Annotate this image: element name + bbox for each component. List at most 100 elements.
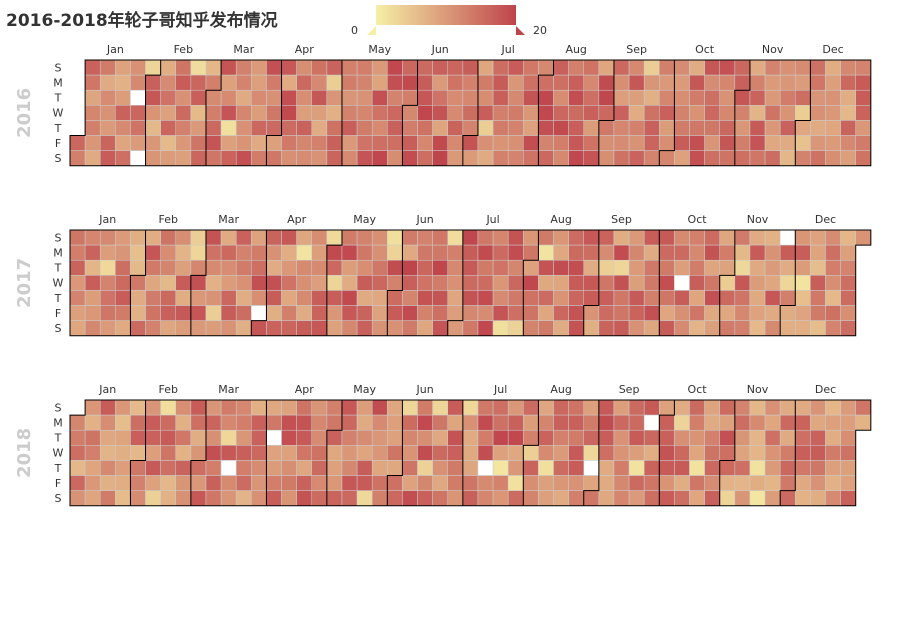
day-cell (810, 59, 826, 76)
day-cell (311, 429, 328, 446)
day-cell (160, 59, 177, 76)
day-cell (356, 229, 373, 246)
day-cell (553, 305, 569, 321)
day-cell (553, 135, 569, 151)
day-of-week-label: S (55, 322, 62, 335)
day-cell (281, 490, 297, 507)
day-of-week-label: T (54, 262, 62, 275)
day-cell (417, 399, 433, 416)
day-cell (387, 275, 403, 291)
day-cell (568, 135, 584, 151)
day-cell (568, 89, 584, 106)
day-cell (145, 399, 161, 416)
day-cell (523, 150, 539, 167)
day-cell (659, 74, 675, 91)
day-cell (507, 429, 524, 446)
day-cell (553, 475, 569, 491)
day-cell (734, 490, 751, 507)
day-cell (160, 490, 177, 507)
day-cell (477, 244, 494, 261)
day-cell (402, 74, 418, 91)
day-cell (825, 460, 841, 476)
day-cell (477, 290, 494, 306)
day-cell (84, 475, 101, 491)
day-cell (326, 229, 343, 246)
day-of-week-label: W (53, 277, 64, 290)
day-cell (704, 229, 720, 246)
day-cell (402, 105, 418, 121)
day-cell (311, 229, 328, 246)
day-cell (462, 150, 479, 167)
day-cell (628, 74, 645, 91)
day-cell (145, 120, 161, 136)
day-cell (251, 399, 267, 416)
day-cell (734, 305, 751, 321)
day-cell (220, 475, 237, 491)
day-cell (825, 120, 841, 136)
day-cell (447, 305, 464, 321)
day-cell (734, 229, 751, 246)
day-cell (795, 229, 811, 246)
day-cell (130, 59, 146, 76)
day-cell (387, 89, 403, 106)
day-cell (115, 445, 131, 461)
month-boundary (537, 60, 555, 166)
day-cell (205, 490, 222, 507)
day-cell (643, 445, 660, 461)
day-cell (115, 74, 131, 91)
day-cell (598, 414, 615, 431)
day-cell (810, 89, 826, 106)
day-cell (190, 229, 207, 246)
day-cell (402, 120, 418, 136)
day-cell (115, 135, 131, 151)
day-cell (417, 414, 433, 431)
day-cell (341, 429, 358, 446)
month-boundary (598, 60, 615, 166)
day-cell (598, 320, 615, 337)
day-cell (220, 59, 237, 76)
day-cell (734, 399, 751, 416)
day-of-week-label: F (55, 477, 61, 490)
day-cell (613, 399, 630, 416)
day-cell (674, 74, 690, 91)
day-cell (311, 290, 328, 306)
day-cell (795, 305, 811, 321)
day-cell (205, 89, 222, 106)
day-cell (477, 490, 494, 507)
day-cell (568, 120, 584, 136)
day-cell (492, 244, 509, 261)
month-boundary (583, 230, 600, 336)
day-cell (764, 475, 781, 491)
day-cell (417, 89, 433, 106)
day-cell (296, 305, 313, 321)
day-cell (855, 414, 872, 431)
day-of-week-label: T (54, 122, 62, 135)
day-cell (492, 290, 509, 306)
day-cell (825, 135, 841, 151)
day-cell (628, 244, 645, 261)
day-cell (341, 305, 358, 321)
day-cell (779, 290, 796, 306)
day-cell (704, 150, 720, 167)
day-cell (251, 259, 267, 276)
day-cell (371, 460, 388, 476)
day-cell (568, 275, 584, 291)
day-cell (235, 429, 252, 446)
day-cell (205, 399, 222, 416)
day-cell (99, 305, 116, 321)
day-cell (115, 259, 131, 276)
day-cell (507, 490, 524, 507)
day-cell (266, 59, 282, 76)
day-cell (235, 445, 252, 461)
day-cell (220, 399, 237, 416)
day-cell (387, 105, 403, 121)
day-cell (266, 460, 282, 476)
day-cell (296, 490, 313, 507)
day-cell (795, 490, 811, 507)
day-cell (598, 259, 615, 276)
day-cell (462, 135, 479, 151)
day-cell (613, 320, 630, 337)
day-cell (130, 135, 146, 151)
day-cell (704, 475, 720, 491)
day-cell (251, 445, 267, 461)
